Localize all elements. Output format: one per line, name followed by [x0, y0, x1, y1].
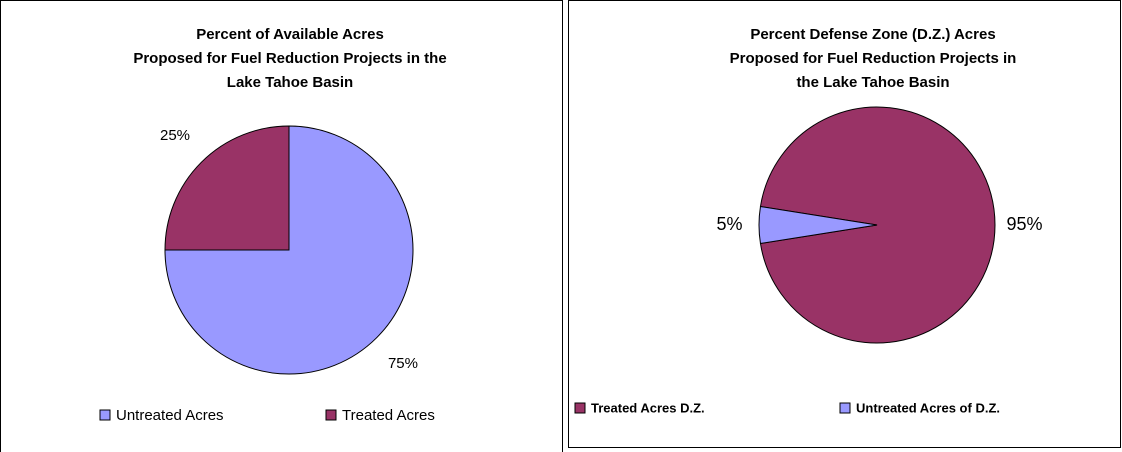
pie-slice [758, 205, 878, 245]
data-label: 5% [716, 214, 742, 234]
legend-swatch [574, 402, 586, 414]
legend-label: Treated Acres D.Z. [591, 400, 705, 415]
data-label: 95% [1006, 214, 1042, 234]
legend-label: Untreated Acres [116, 407, 224, 424]
legend-swatch [839, 402, 851, 414]
pie-slice [164, 125, 290, 251]
chart-title: Proposed for Fuel Reduction Projects in … [133, 50, 446, 67]
legend-label: Treated Acres [342, 407, 435, 424]
chart-title: Lake Tahoe Basin [227, 74, 353, 91]
legend-label: Untreated Acres of D.Z. [856, 400, 1000, 415]
data-label: 25% [160, 127, 190, 144]
chart-title: Percent Defense Zone (D.Z.) Acres [750, 26, 995, 43]
chart-title: Proposed for Fuel Reduction Projects in [730, 50, 1017, 67]
legend-swatch [99, 409, 111, 421]
data-label: 75% [388, 355, 418, 372]
legend-swatch [325, 409, 337, 421]
pie-slice [759, 106, 996, 344]
chart-title: the Lake Tahoe Basin [796, 74, 949, 91]
chart-title: Percent of Available Acres [196, 26, 384, 43]
